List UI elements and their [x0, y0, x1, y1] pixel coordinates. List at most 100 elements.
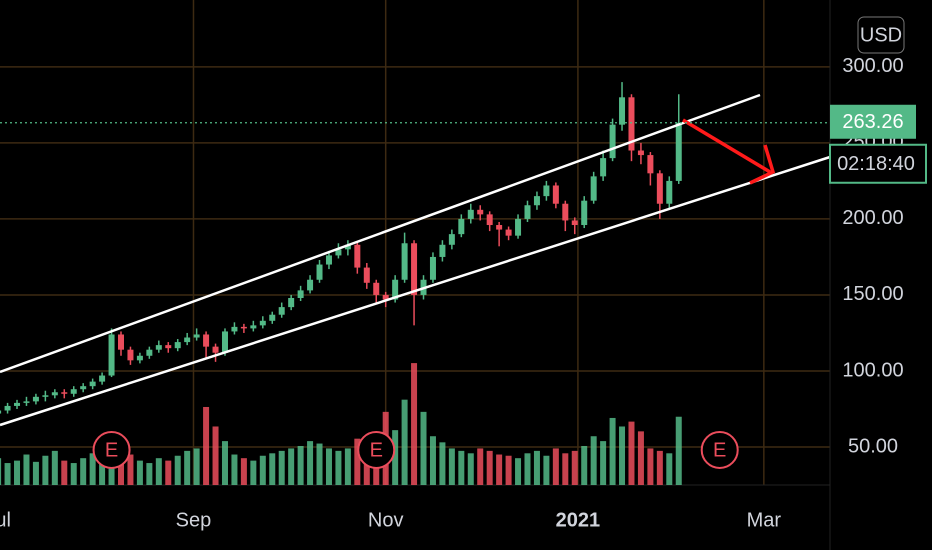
volume-bar: [354, 438, 361, 485]
candle-body: [628, 97, 635, 151]
volume-bar: [184, 450, 191, 485]
volume-bar: [467, 453, 474, 485]
volume-bar: [51, 450, 58, 485]
volume-bar: [448, 448, 455, 485]
y-tick-label: 50.00: [848, 435, 898, 457]
candle-body: [382, 294, 389, 300]
volume-bar: [325, 448, 332, 485]
volume-bar: [297, 445, 304, 485]
volume-bar: [316, 443, 323, 485]
candle-body: [411, 243, 418, 295]
volume-bar: [259, 455, 266, 485]
volume-bar: [155, 458, 162, 485]
volume-bar: [533, 450, 540, 485]
candle-body: [136, 355, 143, 361]
volume-bar: [212, 426, 219, 485]
volume-bar: [240, 458, 247, 485]
candle-body: [373, 282, 380, 295]
volume-bar: [165, 460, 172, 485]
volume-bar: [23, 454, 30, 485]
candle-body: [250, 325, 257, 329]
candle-body: [0, 410, 2, 414]
volume-bar: [496, 454, 503, 485]
volume-bar: [552, 448, 559, 485]
candle-body: [165, 345, 172, 349]
channel-lower: [0, 155, 831, 427]
candle-body: [562, 203, 569, 221]
volume-bar: [637, 431, 644, 485]
y-tick-label: 200.00: [842, 207, 903, 229]
candle-body: [14, 402, 21, 406]
grid: 300.00250.00200.00150.00100.0050.00JulSe…: [0, 0, 904, 550]
earnings-marker: [92, 431, 131, 469]
volume-bar: [278, 450, 285, 485]
volume-bar: [70, 463, 77, 485]
candle-body: [552, 185, 559, 204]
candle-body: [297, 290, 304, 298]
volume-bar: [619, 426, 626, 485]
volume-bar: [524, 453, 531, 485]
volume-bar: [628, 421, 635, 485]
currency-box[interactable]: [857, 16, 905, 54]
volume-bar: [675, 416, 682, 485]
volume-bar: [118, 448, 125, 485]
volume-bar: [61, 460, 68, 485]
volume-bar: [581, 445, 588, 485]
volume-bar: [127, 454, 134, 485]
y-tick-label: 100.00: [842, 359, 903, 381]
volume-bar: [486, 450, 493, 485]
candle-body: [212, 346, 219, 353]
candle-body: [505, 229, 512, 236]
candle-body: [647, 155, 654, 174]
candle-body: [477, 209, 484, 215]
volume-bar: [647, 448, 654, 485]
volume-bar: [32, 461, 39, 485]
candle-body: [486, 214, 493, 226]
candle-body: [288, 297, 295, 308]
candle-body: [118, 334, 125, 350]
volume-bar: [439, 442, 446, 485]
candle-body: [70, 389, 77, 394]
volume-bar: [0, 458, 2, 485]
candle-body: [344, 244, 351, 250]
candle-body: [155, 345, 162, 350]
candle-body: [278, 307, 285, 315]
candle-body: [429, 256, 436, 280]
candle-body: [174, 342, 181, 349]
candle-body: [496, 225, 503, 230]
volume-bar: [80, 458, 87, 485]
volume-bar: [600, 441, 607, 485]
channel-upper: [0, 93, 761, 374]
candle-body: [609, 124, 616, 159]
volume-bar: [477, 448, 484, 485]
volume-bar: [203, 406, 210, 485]
candle-body: [127, 349, 134, 361]
candle-body: [23, 401, 30, 403]
volume-bar: [543, 455, 550, 485]
countdown: 02:18:40: [837, 153, 915, 175]
arrow-head: [749, 144, 776, 185]
candle-body: [533, 196, 540, 206]
currency[interactable]: USD: [860, 24, 902, 46]
price-label-box: [830, 104, 916, 139]
candle-body: [89, 381, 96, 387]
x-tick-label: 2021: [556, 509, 601, 531]
candle-body: [193, 334, 200, 338]
volume-bar: [269, 453, 276, 485]
volume-bar: [571, 450, 578, 485]
candle-body: [240, 326, 247, 329]
candle-body: [184, 337, 191, 343]
candle-body: [99, 375, 106, 382]
candle-body: [221, 331, 228, 353]
countdown-box: [829, 143, 927, 184]
candle-body: [666, 180, 673, 204]
candle-body: [203, 334, 210, 347]
candle-body: [80, 386, 87, 390]
earnings-label: E: [105, 439, 118, 461]
volume-bar: [344, 448, 351, 485]
volume-bar: [401, 399, 408, 485]
candle-body: [335, 249, 342, 256]
volume-bar: [193, 448, 200, 485]
volume-bar: [420, 411, 427, 485]
